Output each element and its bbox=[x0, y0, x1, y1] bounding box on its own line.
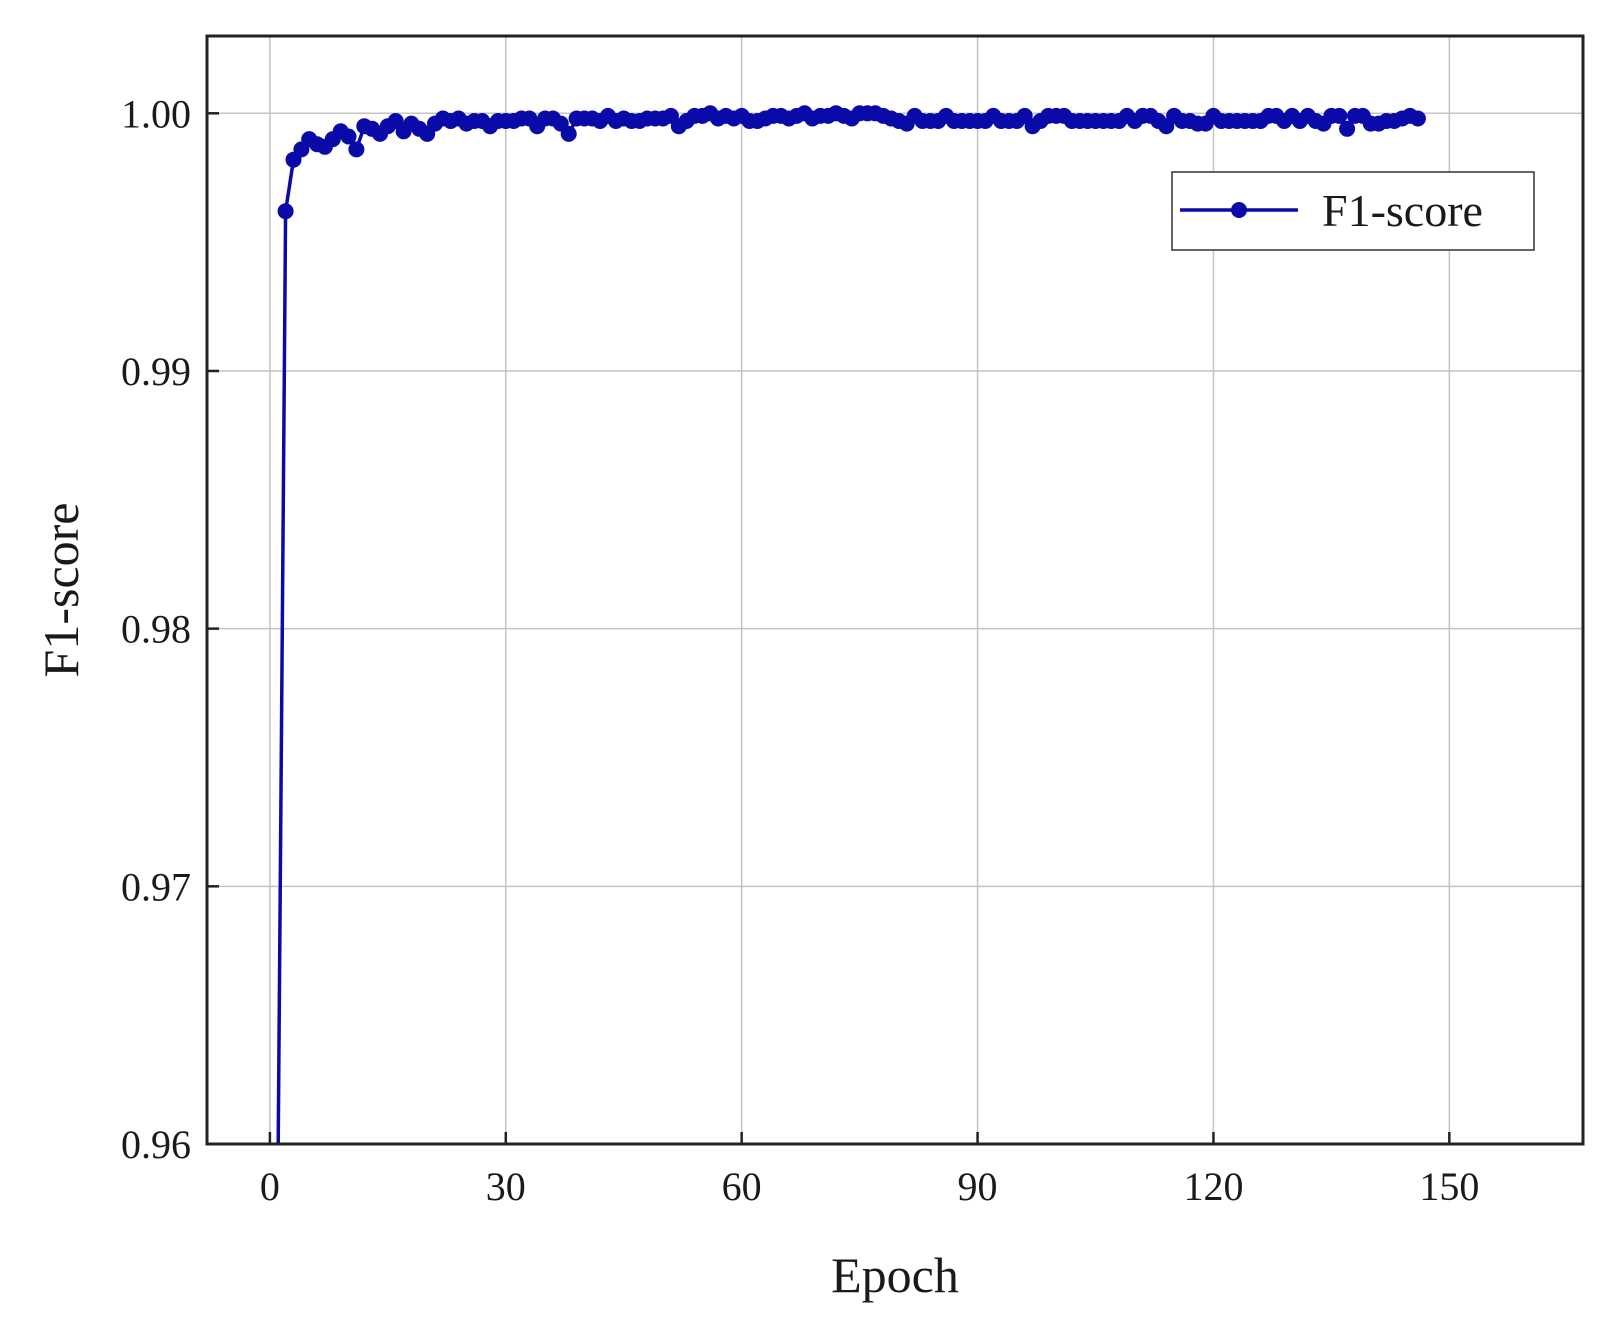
y-tick-label: 0.96 bbox=[121, 1122, 191, 1167]
x-tick-label: 90 bbox=[958, 1164, 998, 1209]
x-tick-label: 30 bbox=[486, 1164, 526, 1209]
series-line bbox=[276, 111, 1419, 1144]
y-tick-label: 0.99 bbox=[121, 349, 191, 394]
x-tick-label: 150 bbox=[1419, 1164, 1479, 1209]
data-point bbox=[348, 141, 365, 158]
x-tick-label: 0 bbox=[260, 1164, 280, 1209]
data-point bbox=[1409, 110, 1426, 127]
data-point bbox=[1331, 107, 1348, 124]
data-point bbox=[560, 125, 577, 142]
data-point bbox=[277, 203, 294, 220]
data-point bbox=[1339, 120, 1356, 137]
series-layer bbox=[276, 105, 1426, 1144]
y-tick-label: 0.98 bbox=[121, 607, 191, 652]
legend: F1-score bbox=[1171, 171, 1535, 251]
x-tick-label: 120 bbox=[1183, 1164, 1243, 1209]
plot-frame bbox=[205, 34, 1585, 1146]
y-axis-title: F1-score bbox=[33, 503, 89, 678]
tick-labels: 0 30 60 90 120 150 0.96 0.97 0.98 0.99 1.00 bbox=[121, 91, 1479, 1209]
y-tick-label: 1.00 bbox=[121, 91, 191, 136]
y-tick-label: 0.97 bbox=[121, 864, 191, 909]
legend-marker bbox=[1231, 202, 1247, 218]
x-tick-label: 60 bbox=[722, 1164, 762, 1209]
legend-label: F1-score bbox=[1322, 185, 1483, 236]
data-point bbox=[340, 128, 357, 145]
x-axis-title: Epoch bbox=[831, 1247, 959, 1303]
